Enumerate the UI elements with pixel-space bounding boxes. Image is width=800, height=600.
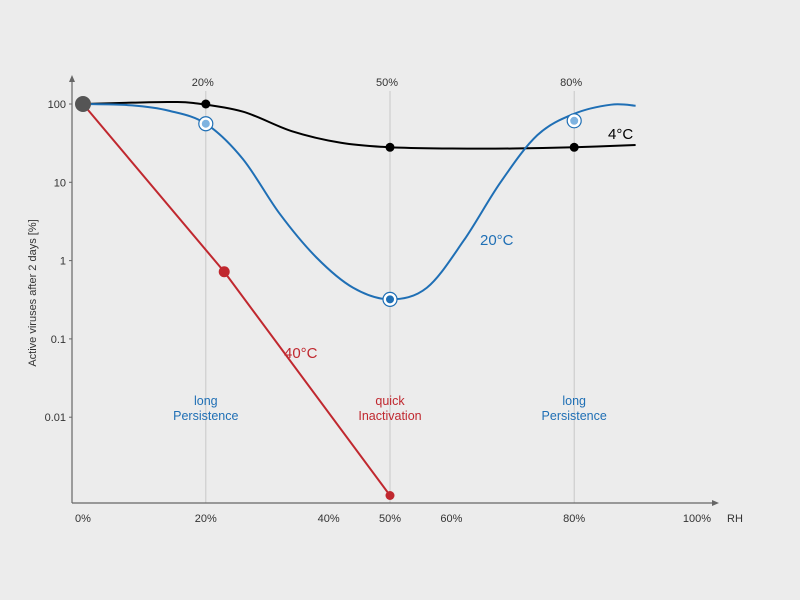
marker-4c xyxy=(385,142,395,152)
x-tick-label: 50% xyxy=(379,513,401,525)
region-annotation-text: Persistence xyxy=(173,409,238,423)
series-lines xyxy=(82,100,636,497)
x-tick-label: 0% xyxy=(75,513,91,525)
y-tick-label: 10 xyxy=(54,177,66,189)
series-label-40c: 40°C xyxy=(284,345,318,362)
y-tick-label: 0.01 xyxy=(45,412,66,424)
y-axis-label: Active viruses after 2 days [%] xyxy=(27,219,39,366)
region-annotation-text: long xyxy=(194,394,218,408)
y-tick-label: 0.1 xyxy=(51,334,66,346)
axes xyxy=(69,75,719,506)
start-marker xyxy=(75,96,91,112)
series-line-20c xyxy=(82,103,636,301)
series-label-20c: 20°C xyxy=(480,232,514,249)
series-line-40c xyxy=(82,103,391,497)
top-tick-label: 20% xyxy=(192,77,214,89)
y-tick-label: 1 xyxy=(60,256,66,268)
marker-4c xyxy=(569,142,579,152)
series-markers xyxy=(75,96,582,500)
region-annotation-text: quick xyxy=(375,394,405,408)
x-tick-label: 100% xyxy=(683,513,711,525)
marker-40c xyxy=(218,266,230,278)
y-tick-label: 100 xyxy=(48,99,66,111)
region-annotation-text: Inactivation xyxy=(358,409,421,423)
x-axis-label: RH xyxy=(727,513,743,525)
y-axis-arrow xyxy=(69,75,75,82)
series-line-4c xyxy=(82,100,636,150)
marker-40c xyxy=(385,491,395,500)
top-tick-label: 50% xyxy=(376,77,398,89)
region-annotation-text: long xyxy=(562,394,586,408)
marker-20c-core xyxy=(201,119,210,128)
x-tick-label: 20% xyxy=(195,513,217,525)
x-axis-arrow xyxy=(712,500,719,506)
marker-20c-core xyxy=(570,116,579,125)
region-annotations: longPersistencequickInactivationlongPers… xyxy=(173,394,607,423)
x-tick-label: 60% xyxy=(440,513,462,525)
series-label-4c: 4°C xyxy=(608,126,633,143)
x-tick-label: 80% xyxy=(563,513,585,525)
marker-4c xyxy=(201,99,211,109)
region-annotation-text: Persistence xyxy=(542,409,607,423)
tick-labels: 0% 20% 40% 50% 60% 80% 100% 20% 50% 80% 100 10 1 0.1 0… xyxy=(45,77,712,525)
top-tick-label: 80% xyxy=(560,77,582,89)
x-tick-label: 40% xyxy=(318,513,340,525)
marker-20c-core xyxy=(386,295,394,304)
series-labels: 4°C 20°C 40°C xyxy=(284,126,633,362)
